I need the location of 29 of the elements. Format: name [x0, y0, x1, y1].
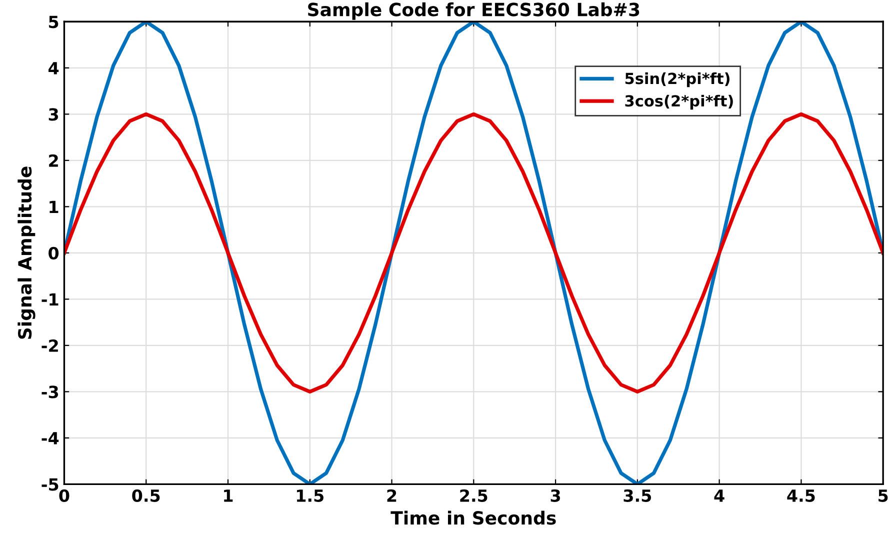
legend-label: 3cos(2*pi*ft) [625, 94, 733, 110]
y-tick-label: 4 [48, 62, 59, 74]
x-tick-label: 2 [387, 489, 396, 502]
x-tick-label: 4 [714, 490, 724, 502]
x-tick-label: 0 [59, 489, 70, 502]
y-tick-label: -1 [42, 293, 58, 306]
x-tick-label: 0.5 [132, 489, 160, 502]
chart-title: Sample Code for EECS360 Lab#3 [308, 2, 640, 20]
legend-label: 5sin(2*pi*ft) [625, 72, 730, 88]
x-tick-label: 4.5 [787, 490, 815, 502]
y-tick-label: -3 [42, 386, 58, 398]
x-tick-label: 2.5 [460, 489, 488, 502]
y-tick-label: -2 [42, 339, 58, 352]
x-tick-label: 3.5 [624, 489, 652, 502]
y-tick-label: 1 [50, 200, 58, 213]
line-series [64, 22, 884, 484]
y-tick-label: -4 [42, 432, 59, 444]
y-tick-label: 0 [48, 246, 59, 260]
x-tick-label: 3 [550, 489, 560, 502]
y-tick-label: 5 [49, 16, 58, 28]
x-tick-label: 1.5 [297, 490, 324, 502]
x-axis-title: Time in Seconds [390, 510, 556, 525]
x-tick-label: 1 [224, 490, 233, 502]
y-axis-title: Signal Amplitude [18, 166, 36, 339]
y-tick-label: 3 [48, 108, 58, 121]
y-tick-label: 2 [49, 154, 58, 167]
x-tick-label: 5 [878, 490, 888, 502]
line-series [64, 112, 884, 394]
y-tick-label: -5 [42, 478, 58, 491]
